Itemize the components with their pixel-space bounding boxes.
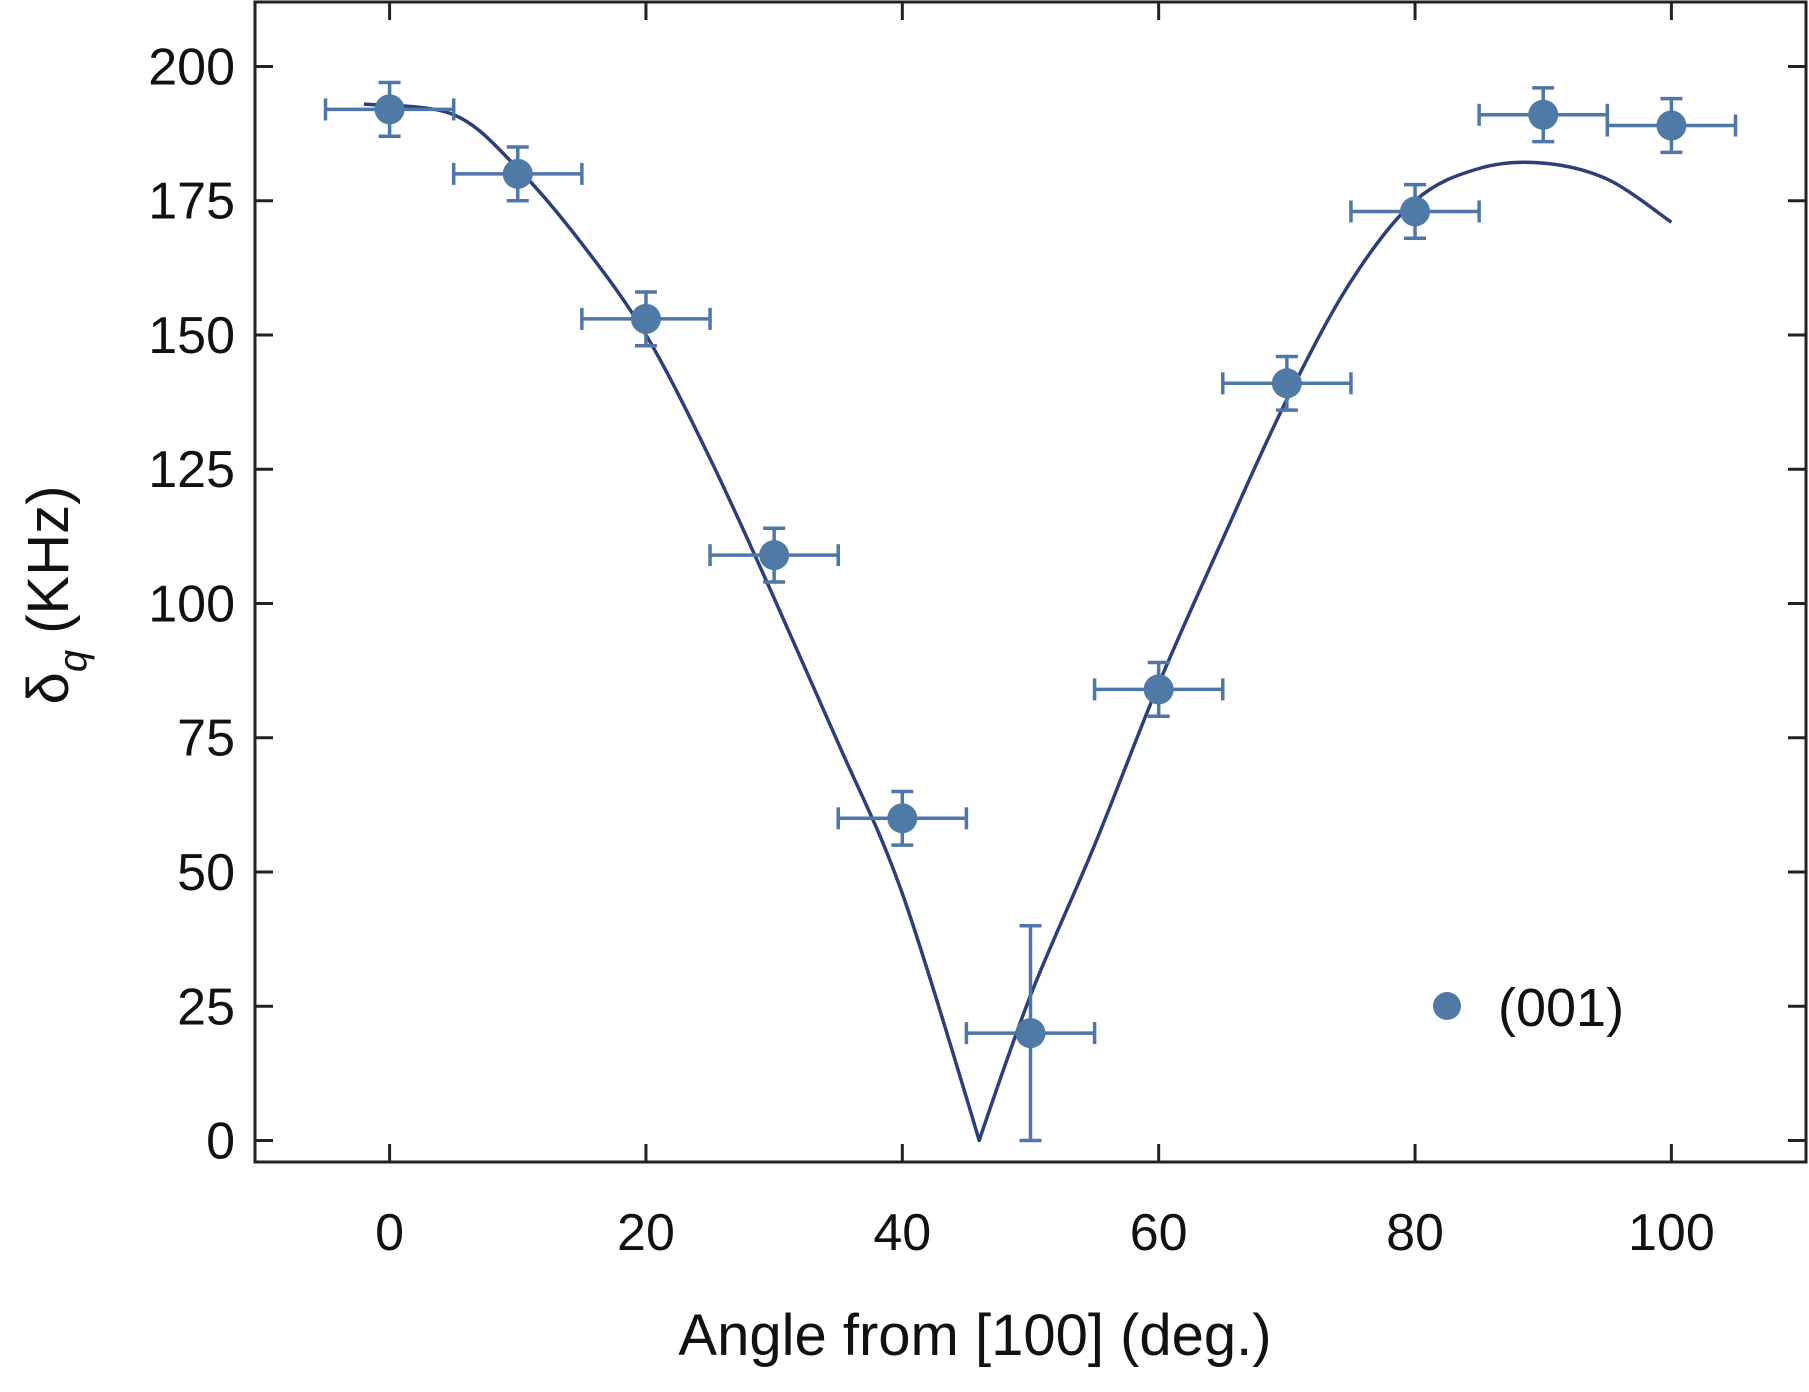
x-tick-label: 40 bbox=[873, 1204, 931, 1262]
y-tick-labels: 0 25 50 75 100 125 150 175 200 bbox=[148, 38, 235, 1170]
data-points-layer bbox=[374, 94, 1687, 1049]
data-point bbox=[1528, 99, 1559, 130]
data-point bbox=[1015, 1018, 1046, 1049]
y-axis-title-unit: (KHz) bbox=[16, 486, 81, 634]
fit-curve-layer bbox=[363, 102, 1673, 1143]
y-axis-title-symbol: δ bbox=[16, 672, 81, 704]
data-point bbox=[1400, 196, 1431, 227]
plot-frame bbox=[253, 0, 1808, 1164]
x-tick-labels: 0 20 40 60 80 100 bbox=[375, 1204, 1715, 1262]
data-point bbox=[1271, 368, 1302, 399]
y-tick-label: 100 bbox=[148, 575, 235, 633]
data-point bbox=[1143, 674, 1174, 705]
y-tick-label: 50 bbox=[177, 844, 235, 902]
y-tick-label: 150 bbox=[148, 307, 235, 365]
legend: (001) bbox=[1433, 978, 1624, 1038]
y-tick-label: 0 bbox=[206, 1113, 235, 1171]
y-tick-label: 200 bbox=[148, 38, 235, 96]
y-axis-title: δq (KHz) bbox=[16, 486, 95, 705]
legend-label: (001) bbox=[1498, 978, 1624, 1038]
x-tick-label: 100 bbox=[1628, 1204, 1715, 1262]
y-tick-label: 125 bbox=[148, 441, 235, 499]
fit-curve bbox=[363, 102, 1673, 1143]
data-point bbox=[1656, 110, 1687, 141]
data-point bbox=[887, 803, 918, 834]
y-axis-title-spacer bbox=[16, 634, 81, 650]
y-tick-label: 75 bbox=[177, 710, 235, 768]
x-tick-label: 20 bbox=[617, 1204, 675, 1262]
x-tick-label: 60 bbox=[1130, 1204, 1188, 1262]
x-axis-title: Angle from [100] (deg.) bbox=[678, 1303, 1271, 1368]
svg-text:δq (KHz): δq (KHz) bbox=[16, 486, 95, 705]
error-bar bbox=[836, 789, 969, 847]
data-point bbox=[630, 303, 661, 334]
x-tick-label: 80 bbox=[1386, 1204, 1444, 1262]
data-point bbox=[502, 158, 533, 189]
x-tick-label: 0 bbox=[375, 1204, 404, 1262]
data-point bbox=[759, 540, 790, 571]
y-axis-title-subscript: q bbox=[51, 650, 95, 672]
legend-marker bbox=[1433, 992, 1461, 1020]
axis-ticks bbox=[255, 2, 1806, 1162]
y-tick-label: 25 bbox=[177, 978, 235, 1036]
y-tick-label: 175 bbox=[148, 173, 235, 231]
data-point bbox=[374, 94, 405, 125]
